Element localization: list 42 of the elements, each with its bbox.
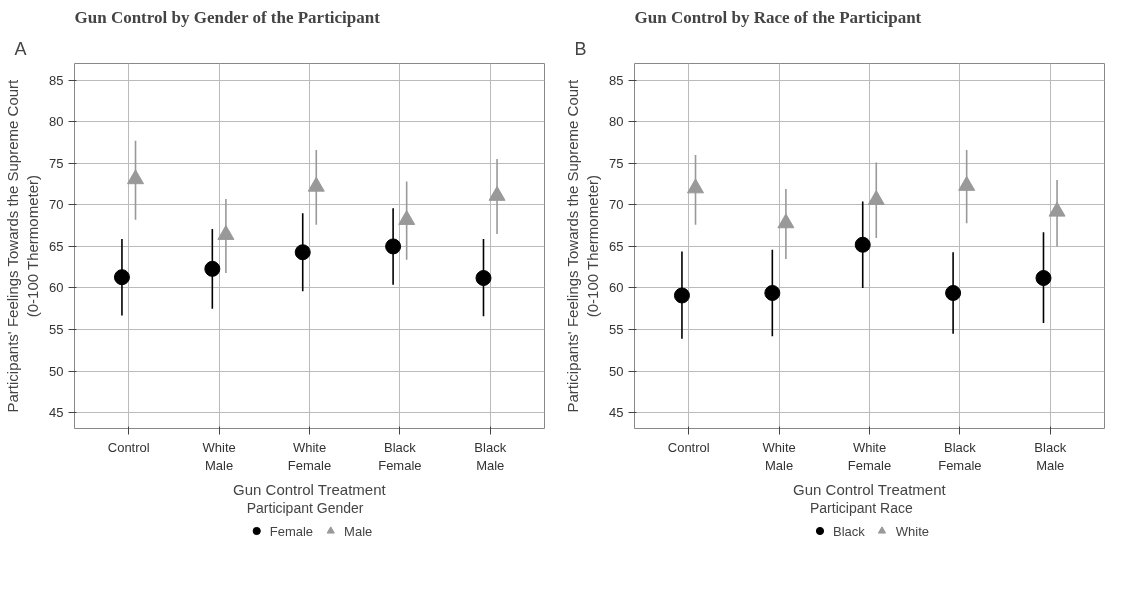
y-tick-label: 45 <box>609 405 624 421</box>
legend-label: White <box>895 523 930 538</box>
legend-title: Participant Gender <box>246 499 365 516</box>
y-tick-label: 85 <box>49 72 64 88</box>
y-tick-label: 70 <box>609 197 624 213</box>
text: B <box>574 38 587 59</box>
y-tick-label: 55 <box>609 322 624 338</box>
x-tick-label: Control <box>107 439 150 455</box>
y-tick-label: 65 <box>609 238 624 254</box>
x-axis-title: Gun Control Treatment <box>233 480 387 498</box>
y-tick-label: 70 <box>49 197 64 213</box>
y-tick-label: 60 <box>49 280 64 296</box>
y-axis-title: Participants' Feelings Towards the Supreme Court (0-100 Thermometer) <box>563 78 602 413</box>
legend-title: Participant Race <box>809 499 914 516</box>
x-tick-label: White Male <box>762 439 796 473</box>
text: A <box>14 38 27 59</box>
y-tick-label: 80 <box>609 114 624 130</box>
legend-label: Black <box>832 523 865 538</box>
y-tick-label: 60 <box>609 280 624 296</box>
y-tick-label: 75 <box>49 155 64 171</box>
x-axis-title: Gun Control Treatment <box>793 480 947 498</box>
y-tick-label: 80 <box>49 114 64 130</box>
x-tick-label: Control <box>667 439 710 455</box>
y-tick-label: 45 <box>49 405 64 421</box>
y-tick-label: 50 <box>609 363 624 379</box>
y-axis-title: Participants' Feelings Towards the Supreme Court (0-100 Thermometer) <box>3 78 42 413</box>
x-tick-label: Black Female <box>378 439 422 473</box>
x-tick-label: White Male <box>202 439 236 473</box>
x-tick-label: Black Male <box>474 439 507 473</box>
y-tick-label: 50 <box>49 363 64 379</box>
x-tick-label: White Female <box>847 439 892 473</box>
chart-title: Gun Control by Gender of the Participant <box>74 7 381 27</box>
x-tick-label: Black Female <box>938 439 982 473</box>
x-tick-label: White Female <box>287 439 332 473</box>
chart-title: Gun Control by Race of the Participant <box>634 7 922 27</box>
y-tick-label: 85 <box>609 72 624 88</box>
y-tick-label: 75 <box>609 155 624 171</box>
legend-label: Female <box>269 523 314 538</box>
legend-label: Male <box>344 523 373 538</box>
x-tick-label: Black Male <box>1034 439 1067 473</box>
y-tick-label: 55 <box>49 322 64 338</box>
y-tick-label: 65 <box>49 238 64 254</box>
